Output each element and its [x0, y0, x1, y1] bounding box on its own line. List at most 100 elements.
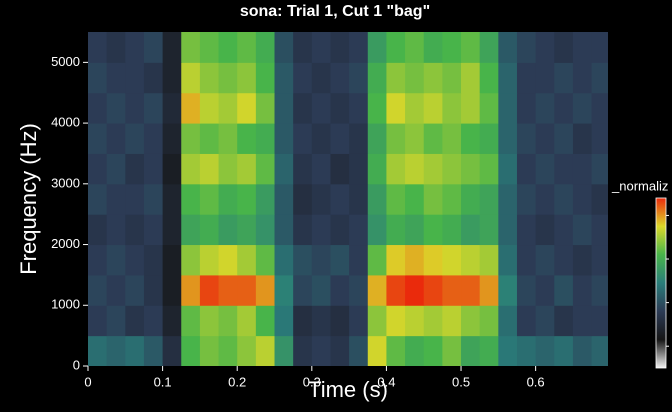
heatmap-cell [386, 214, 406, 246]
heatmap-cell [479, 92, 499, 124]
heatmap-cell [405, 92, 425, 124]
heatmap-cell [535, 92, 555, 124]
heatmap-cell [218, 305, 238, 337]
heatmap-cell [554, 153, 574, 185]
heatmap-cell [423, 305, 443, 337]
heatmap-cell [554, 274, 574, 306]
heatmap-cell [330, 92, 350, 124]
colorbar [655, 197, 667, 369]
x-tick-label: 0.1 [154, 374, 172, 389]
heatmap-cell [125, 335, 145, 366]
heatmap-cell [591, 153, 608, 185]
heatmap-cell [405, 274, 425, 306]
heatmap-cell [349, 305, 369, 337]
heatmap-cell [274, 214, 294, 246]
heatmap-cell [349, 62, 369, 94]
heatmap-cell [498, 32, 518, 63]
heatmap-cell [572, 183, 593, 215]
heatmap-cell [199, 183, 220, 215]
heatmap-cell [311, 274, 331, 306]
heatmap-cell [572, 335, 593, 366]
heatmap-cell [199, 244, 220, 276]
y-tick-label: 0 [73, 357, 80, 372]
heatmap-cell [274, 335, 294, 366]
heatmap-cell [330, 335, 350, 366]
heatmap-cell [479, 32, 499, 63]
heatmap-cell [442, 335, 462, 366]
heatmap-cell [162, 183, 182, 215]
heatmap-cell [479, 244, 499, 276]
heatmap-cell [293, 123, 313, 154]
heatmap-cell [181, 92, 201, 124]
heatmap-cell [442, 153, 462, 185]
heatmap-cell [237, 305, 257, 337]
heatmap-cell [218, 92, 238, 124]
heatmap-cell [274, 305, 294, 337]
heatmap-cell [181, 305, 201, 337]
heatmap-cell [516, 62, 537, 94]
heatmap-cell [442, 92, 462, 124]
heatmap-cell [461, 335, 481, 366]
heatmap-cell [162, 244, 182, 276]
heatmap-cell [199, 305, 220, 337]
heatmap-cell [386, 32, 406, 63]
heatmap-cell [162, 214, 182, 246]
heatmap-cell [591, 214, 608, 246]
heatmap-cell [199, 62, 220, 94]
heatmap-cell [535, 62, 555, 94]
heatmap-cell [125, 274, 145, 306]
heatmap-cell [405, 214, 425, 246]
heatmap-cell [125, 214, 145, 246]
heatmap-cell [591, 305, 608, 337]
heatmap-cell [255, 305, 276, 337]
heatmap-cell [461, 214, 481, 246]
heatmap-cell [162, 274, 182, 306]
heatmap-cell [218, 335, 238, 366]
heatmap-cell [143, 214, 164, 246]
heatmap-cell [516, 92, 537, 124]
heatmap-cell [516, 153, 537, 185]
heatmap-cell [181, 153, 201, 185]
heatmap-cell [498, 274, 518, 306]
heatmap-cell [479, 183, 499, 215]
heatmap-cell [255, 274, 276, 306]
heatmap-cell [591, 123, 608, 154]
x-tick-label: 0.4 [377, 374, 395, 389]
heatmap-cell [367, 274, 387, 306]
heatmap-cell [554, 92, 574, 124]
heatmap-cell [349, 92, 369, 124]
heatmap-cell [88, 335, 108, 366]
heatmap-cell [572, 305, 593, 337]
heatmap-cell [106, 153, 126, 185]
heatmap-cell [442, 244, 462, 276]
x-tick-label: 0.6 [527, 374, 545, 389]
heatmap-cell [218, 183, 238, 215]
heatmap-cell [423, 335, 443, 366]
heatmap-cell [330, 183, 350, 215]
heatmap-cell [255, 335, 276, 366]
heatmap-cell [143, 335, 164, 366]
heatmap-cell [293, 305, 313, 337]
heatmap-cell [591, 92, 608, 124]
heatmap-cell [88, 183, 108, 215]
heatmap-cell [237, 335, 257, 366]
heatmap-cell [181, 62, 201, 94]
heatmap-cell [554, 305, 574, 337]
heatmap-cell [199, 274, 220, 306]
heatmap-cell [106, 335, 126, 366]
heatmap-cell [274, 183, 294, 215]
heatmap-cell [386, 92, 406, 124]
heatmap-cell [442, 214, 462, 246]
heatmap-cell [554, 335, 574, 366]
heatmap-cell [293, 274, 313, 306]
heatmap-cell [349, 274, 369, 306]
colorbar-label: _normaliz [611, 178, 668, 193]
heatmap-cell [405, 244, 425, 276]
heatmap-cell [125, 92, 145, 124]
heatmap-cell [255, 123, 276, 154]
heatmap-cell [572, 274, 593, 306]
heatmap-cell [572, 244, 593, 276]
heatmap-cell [591, 274, 608, 306]
x-axis-label: Time (s) [308, 377, 388, 402]
heatmap-cell [143, 32, 164, 63]
